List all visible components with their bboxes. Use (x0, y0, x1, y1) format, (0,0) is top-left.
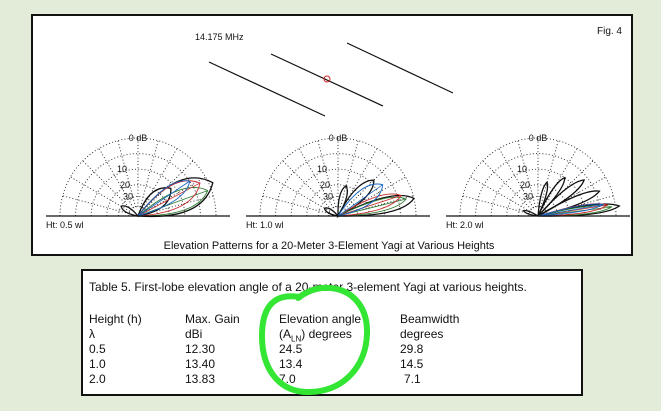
table-cell-height-row3: 2.0 (89, 372, 106, 386)
pattern-lobe (337, 194, 415, 217)
grid-ring (106, 184, 170, 217)
table-title: Table 5. First-lobe elevation angle of a… (89, 280, 527, 294)
pattern-lobe (337, 196, 407, 217)
scale-label-10: 10 (517, 164, 527, 174)
scale-label-10: 10 (117, 164, 127, 174)
table-cell-gain-row1: 12.30 (185, 342, 216, 356)
pattern-lobe (522, 209, 539, 217)
pattern-ray (537, 204, 604, 217)
table-5: Table 5. First-lobe elevation angle of a… (81, 269, 583, 396)
elevation-pattern-1.0wl: 0 dB 10 20 30 Ht: 1.0 wl (246, 133, 430, 230)
grid-ring (459, 137, 617, 217)
frequency-label: 14.175 MHz (195, 32, 244, 42)
pattern-lobe (537, 180, 549, 217)
pattern-ray (137, 190, 208, 217)
yagi-antenna-element-director (346, 42, 454, 94)
figure-label: Fig. 4 (597, 26, 622, 37)
header-height-line1: Height (h) (89, 312, 142, 326)
pattern-lobe (120, 205, 140, 217)
header-beamwidth-line1: Beamwidth (400, 312, 460, 326)
grid-ring (306, 184, 370, 217)
elevation-pattern-2.0wl: 0 dB 10 20 30 Ht: 2.0 wl (446, 133, 630, 230)
pattern-lobe (136, 180, 191, 217)
grid-spoke (262, 195, 330, 215)
pattern-lobe (537, 176, 566, 217)
table-cell-gain-row3: 13.83 (185, 372, 216, 386)
grid-ring (506, 184, 570, 217)
table-cell-beamwidth-row3: 7.1 (404, 372, 421, 386)
scale-label-0db: 0 dB (129, 133, 148, 143)
header-elevation-line2: (ALN) degrees (279, 327, 352, 344)
scale-label-0db: 0 dB (529, 133, 548, 143)
figure-drawing: Fig. 4 14.175 MHz 0 dB 10 20 30 Ht: 0.5 … (46, 26, 630, 252)
pattern-lobe (337, 183, 384, 217)
scale-label-30: 30 (523, 192, 533, 202)
table-cell-gain-row2: 13.40 (185, 357, 216, 371)
height-label: Ht: 2.0 wl (446, 220, 484, 230)
yagi-antenna-element-driven (270, 53, 384, 107)
grid-ring (259, 137, 417, 217)
scale-label-0db: 0 dB (329, 133, 348, 143)
header-gain-line1: Max. Gain (185, 312, 240, 326)
pattern-lobe (337, 184, 349, 219)
scale-label-20: 20 (120, 180, 130, 190)
table-cell-beamwidth-row1: 29.8 (400, 342, 424, 356)
table-cell-beamwidth-row2: 14.5 (400, 357, 424, 371)
grid-ring (475, 153, 601, 217)
grid-ring (275, 153, 401, 217)
grid-spoke (462, 195, 530, 215)
figure-caption: Elevation Patterns for a 20-Meter 3-Elem… (164, 240, 495, 252)
pattern-lobe (537, 179, 586, 217)
header-elevation-line1: Elevation angle (279, 312, 362, 326)
scale-label-10: 10 (317, 164, 327, 174)
grid-spoke (144, 160, 194, 210)
header-height-line2: λ (89, 327, 95, 341)
grid-spoke (62, 195, 130, 215)
height-label: Ht: 1.0 wl (246, 220, 284, 230)
pattern-ray (137, 182, 201, 217)
pattern-lobe (537, 205, 613, 217)
scale-label-30: 30 (323, 192, 333, 202)
scale-label-20: 20 (320, 180, 330, 190)
pattern-lobe (537, 203, 605, 217)
scale-label-30: 30 (123, 192, 133, 202)
pattern-ray (137, 180, 190, 217)
scale-label-20: 20 (520, 180, 530, 190)
grid-ring (59, 137, 217, 217)
pattern-ray (337, 195, 402, 217)
grid-ring (75, 153, 201, 217)
header-beamwidth-line2: degrees (400, 327, 444, 341)
table-cell-height-row1: 0.5 (89, 342, 106, 356)
pattern-lobe (323, 207, 340, 217)
pattern-ray (537, 206, 612, 217)
elevation-pattern-0.5wl: 0 dB 10 20 30 Ht: 0.5 wl (46, 133, 230, 230)
header-gain-line2: dBi (185, 327, 203, 341)
height-label: Ht: 0.5 wl (46, 220, 84, 230)
grid-ring (528, 206, 548, 217)
pattern-ray (337, 184, 383, 217)
yagi-antenna-element-reflector (208, 61, 326, 117)
elevation-pattern-figure: Fig. 4 14.175 MHz 0 dB 10 20 30 Ht: 0.5 … (31, 14, 633, 256)
table-cell-height-row2: 1.0 (89, 357, 106, 371)
table-cell-elevation-row3: 7.0 (279, 372, 296, 386)
table-cell-elevation-row2: 13.4 (279, 357, 303, 371)
pattern-lobe (137, 187, 172, 217)
table-cell-elevation-row1: 24.5 (279, 342, 303, 356)
